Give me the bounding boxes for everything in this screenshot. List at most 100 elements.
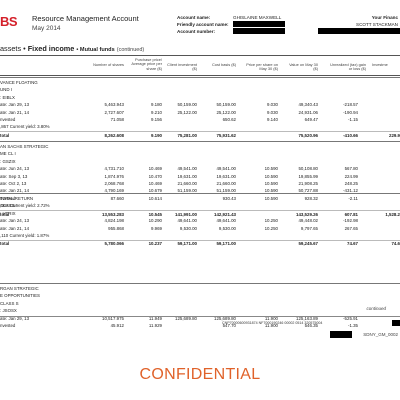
cell-gain: 567.80: [344, 166, 358, 172]
row-label: nvested: [0, 195, 16, 201]
cell-value: 49,340.43: [298, 102, 318, 108]
cell-avg: 11.949: [148, 315, 162, 321]
cell-client: 9,530.00: [179, 225, 197, 231]
cell-value: 21,908.25: [298, 181, 318, 186]
header-rule: [0, 75, 400, 76]
cell-avg: 10.237: [148, 241, 162, 247]
cell-client: 49,641.00: [177, 218, 197, 224]
fund-name-line: : GSZIX: [0, 158, 16, 164]
cell-gain: -218.57: [343, 102, 358, 108]
cell-shares: 2,727.607: [104, 109, 124, 115]
section-title: assets • Fixed income • Mutual funds (co…: [0, 44, 145, 53]
row-label: total: [0, 132, 10, 138]
cell-cost: 9,530.00: [218, 225, 236, 231]
cell-inv: 229.9: [389, 132, 400, 138]
row-label: ate: Jan 29, 13: [0, 315, 30, 321]
ubs-logo: BS: [0, 14, 18, 29]
row-label: ate: Jun 24, 13: [0, 166, 30, 172]
cell-gain: -525.91: [343, 315, 358, 321]
total-row: total 8,262.608 9.190 75,281.00 75,931.62 75,…: [0, 133, 400, 140]
cell-avg: 9.190: [151, 132, 162, 138]
cell-avg: 10.469: [148, 181, 162, 186]
row-label: ate: Jan 21, 14: [0, 188, 30, 194]
fund-name: : EIBLX: [0, 95, 400, 102]
fund-name-line: E OPPORTUNITIES: [0, 293, 40, 299]
row-label: ate: Jan 21, 14: [0, 109, 30, 115]
cell-gain: -2.11: [348, 195, 358, 201]
redaction-bar: [330, 331, 352, 338]
row-label: ate: Sep 3, 13: [0, 173, 28, 179]
cell-value: 143,529.26: [296, 211, 318, 217]
table-row: ate: Jan 29, 13 10,517.975 11.949 125,689.8…: [0, 316, 400, 323]
table-row: ate: Jun 24, 13 4,731.710 10.469 49,541.00 4…: [0, 166, 400, 173]
cell-cost: 49,541.00: [216, 166, 236, 172]
cell-avg: 9.156: [151, 117, 162, 122]
table-row: ate: Jan 29, 13 5,463.943 9.180 50,159.00 50…: [0, 102, 400, 109]
cell-cost: 50,159.00: [216, 102, 236, 108]
yield-text: ,903 Current yield: 2.72%: [0, 203, 50, 209]
cell-gain: -1.35: [347, 323, 358, 328]
cell-shares: 87.660: [110, 195, 124, 201]
col-header-shares: Number of shares: [93, 62, 124, 67]
cell-shares: 5,463.943: [104, 102, 124, 108]
cell-value: 19,855.99: [298, 173, 318, 179]
cell-price: 10.250: [264, 218, 278, 224]
account-name-label: Account name:: [177, 15, 211, 20]
cell-value: 50,108.80: [298, 166, 318, 172]
table-row: nvested 71.058 9.156 650.62 9.140 649.47 -1.15: [0, 117, 400, 124]
cell-gain: 74.67: [347, 241, 358, 247]
cell-gain: 267.65: [344, 225, 358, 231]
document-title: Resource Management Account: [32, 14, 139, 23]
fund-name-line: UND I: [0, 87, 12, 93]
redaction-bar: [318, 28, 400, 34]
cell-client: 51,159.00: [177, 188, 197, 194]
cell-value: 125,163.89: [296, 315, 318, 321]
cell-cost: 142,921.43: [214, 211, 236, 217]
cell-cost: 650.62: [222, 117, 236, 122]
cell-client: 59,171.00: [177, 241, 197, 247]
cell-avg: 9.180: [151, 102, 162, 108]
cell-shares: 13,553.283: [102, 211, 124, 217]
cell-gain: -410.66: [343, 132, 358, 138]
cell-value: 59,245.67: [298, 241, 318, 247]
cell-cost: 19,631.00: [216, 173, 236, 179]
cell-cost: 25,122.00: [216, 109, 236, 115]
current-yield: ,867 Current yield: 3.80%: [0, 124, 400, 131]
cell-value: 75,520.96: [298, 132, 318, 138]
cell-gain: -431.12: [343, 188, 358, 194]
cell-avg: 10.290: [148, 218, 162, 224]
cell-price: 9.030: [267, 102, 278, 108]
fund-name-line: : EIBLX: [0, 94, 15, 100]
advisor-name: SCOTT STACKMAN: [356, 22, 398, 27]
fund-name: CLASS I: [0, 203, 400, 210]
fund-name-line: : HTRIX: [0, 210, 16, 216]
document-code: CNP70000600931874 NF7000190246 00002 051…: [222, 321, 323, 325]
cell-avg: 9.969: [151, 225, 162, 231]
advisor-label: Your Financ: [371, 15, 398, 20]
cell-price: 10.590: [264, 195, 278, 201]
redaction-bar: [392, 320, 400, 326]
redaction-bar: [233, 21, 285, 27]
fund-name: UND I: [0, 87, 400, 94]
cell-price: 9.140: [267, 117, 278, 122]
row-label: ate: Jan 21, 14: [0, 225, 30, 231]
cell-client: 25,122.00: [177, 109, 197, 115]
cell-value: 9,797.65: [300, 225, 318, 231]
cell-price: 11.900: [264, 315, 278, 321]
cell-shares: 2,068.768: [104, 181, 124, 186]
col-header-value: Value on May 30 ($): [289, 62, 318, 72]
cell-gain: -192.98: [343, 218, 358, 224]
col-header-cost-basis: Cost basis ($): [212, 62, 236, 67]
fund-name-line: CLASS I: [0, 203, 17, 209]
cell-shares: 5,780.066: [104, 241, 124, 247]
cell-shares: 1,874.976: [104, 173, 124, 179]
yield-text: ,867 Current yield: 3.80%: [0, 124, 50, 130]
account-number-label: Account number:: [177, 29, 216, 34]
redaction-bar: [233, 28, 285, 34]
cell-gain: 248.25: [344, 181, 358, 186]
row-label: total: [0, 241, 10, 247]
table-row: ate: Jan 24, 13 4,824.198 10.290 49,641.00 4…: [0, 218, 400, 225]
cell-client: 49,541.00: [177, 166, 197, 172]
cell-value: 649.47: [304, 117, 318, 122]
fund-name: : JSOSX: [0, 308, 400, 315]
